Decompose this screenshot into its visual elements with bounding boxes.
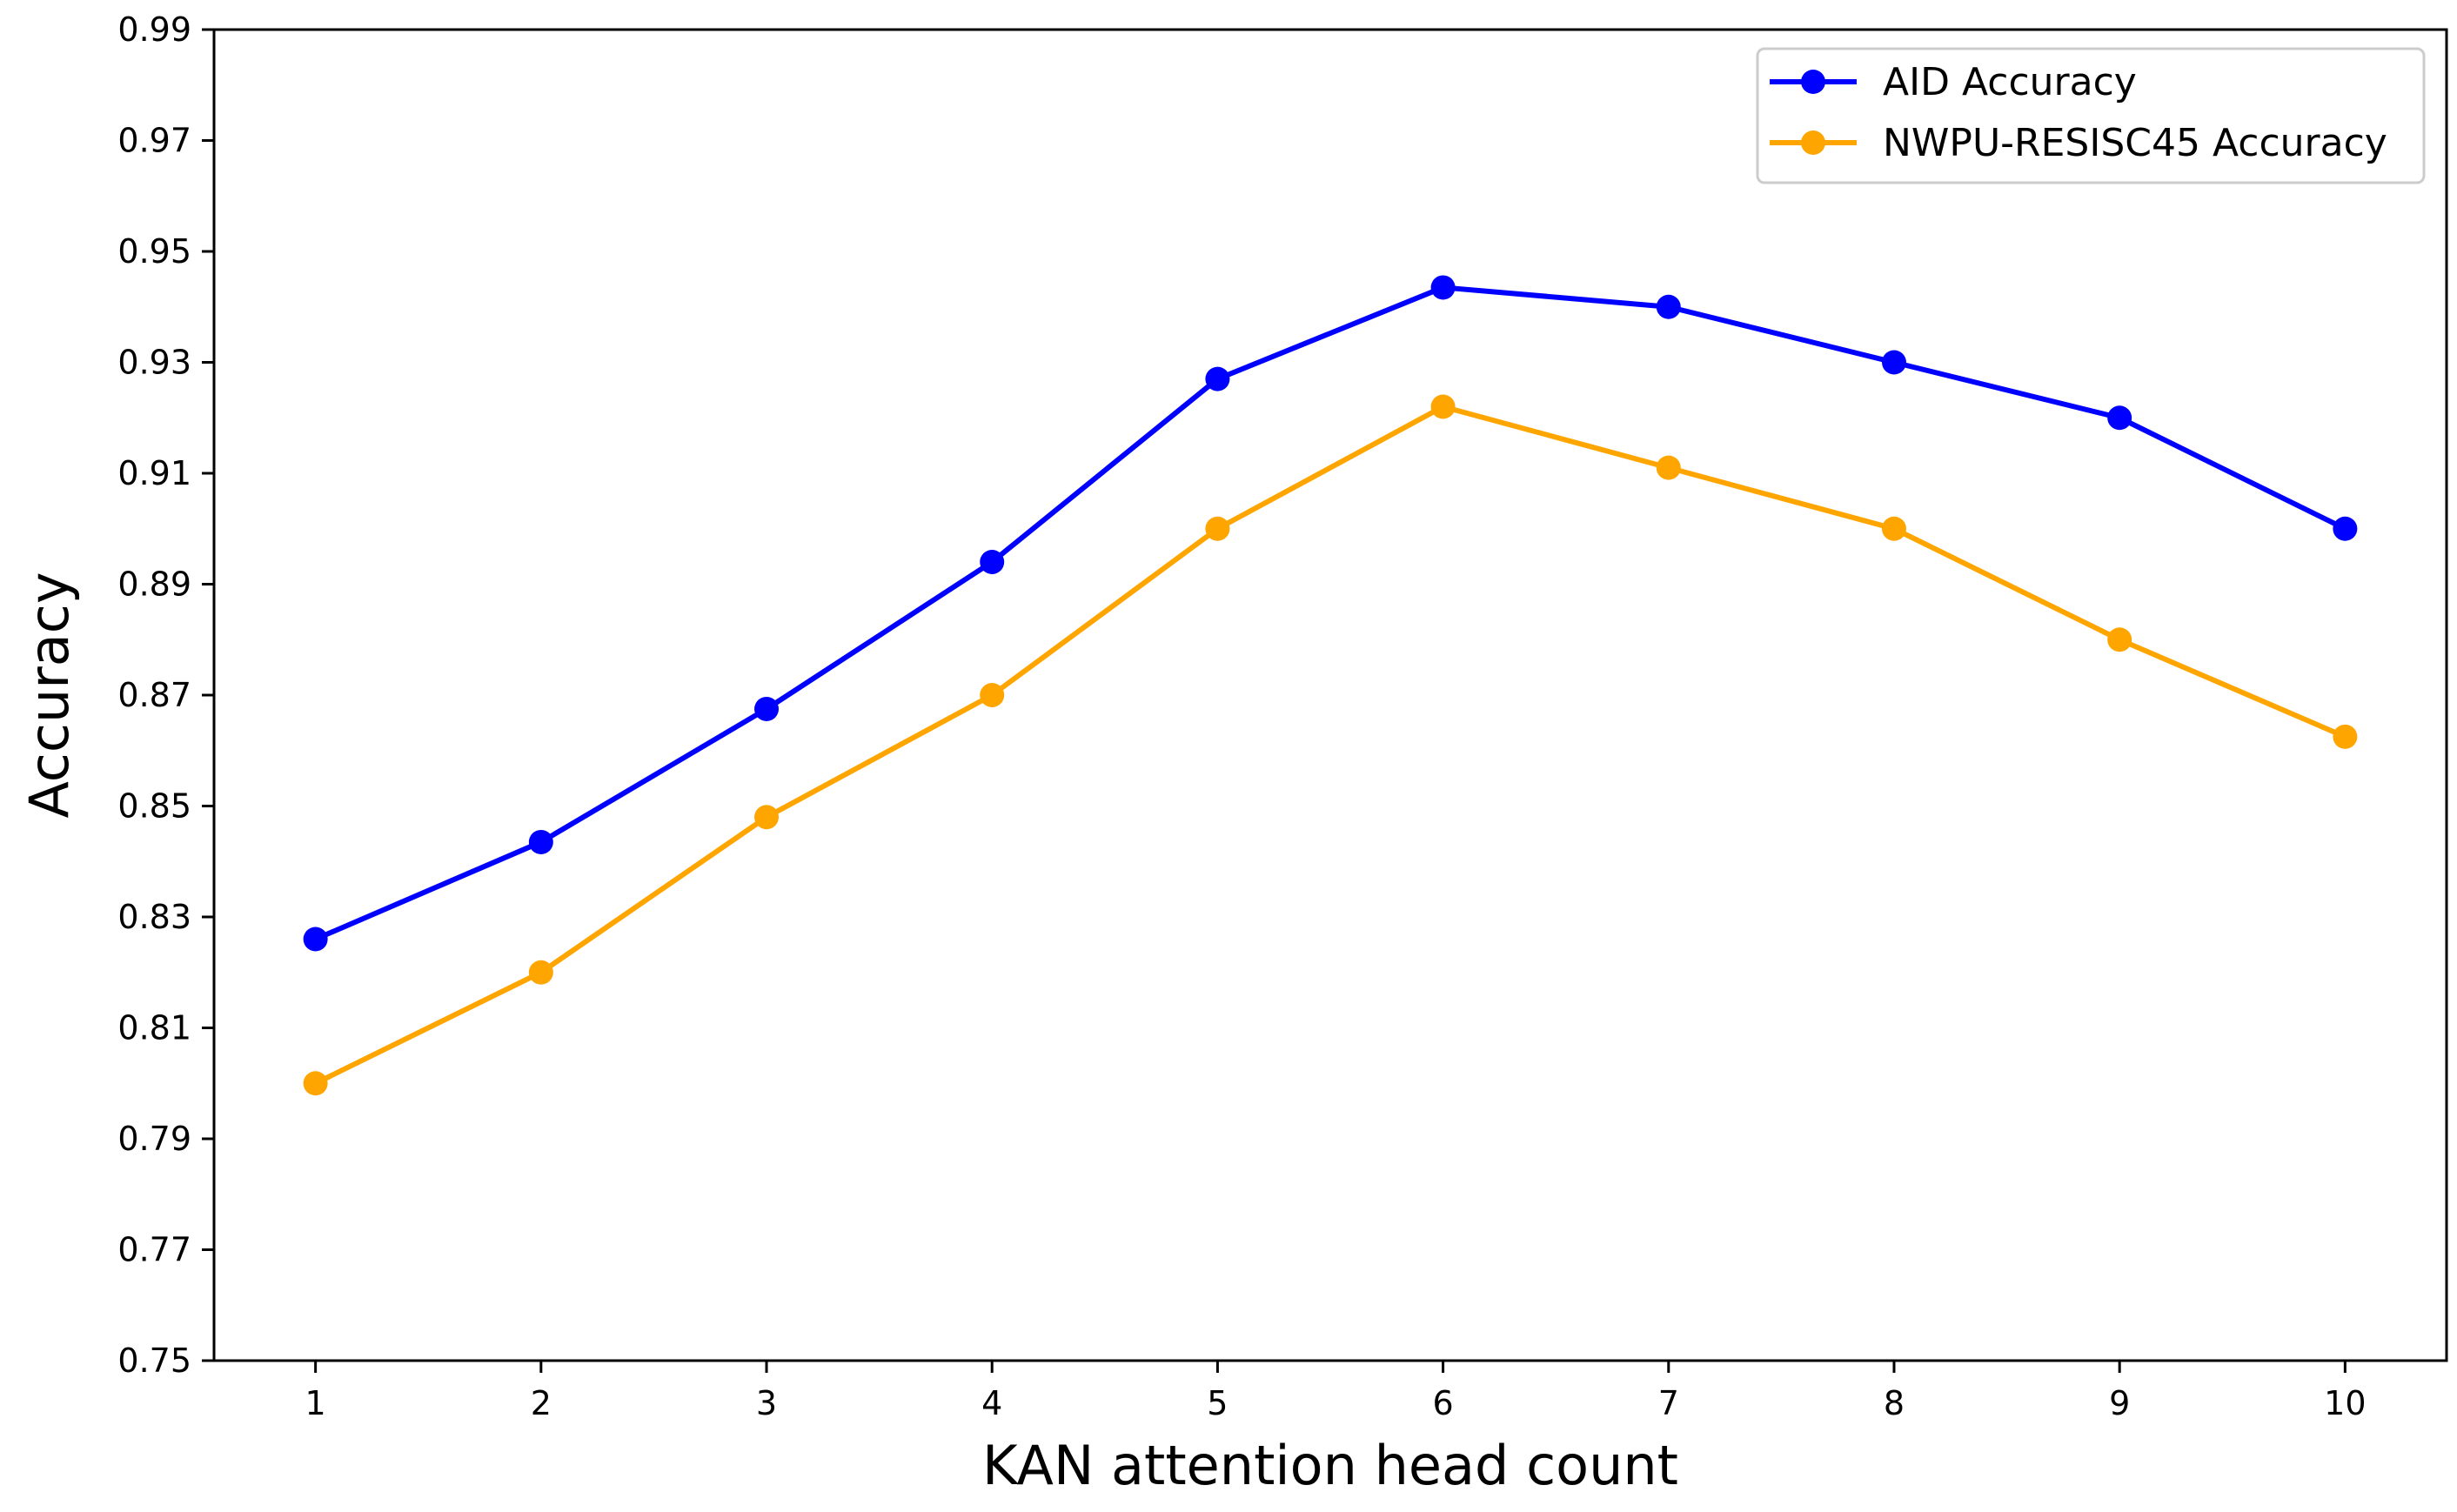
y-tick-label: 0.81 <box>117 1009 191 1047</box>
x-axis-title: KAN attention head count <box>982 1434 1678 1497</box>
data-point <box>1881 350 1906 375</box>
data-point <box>2107 405 2132 431</box>
x-tick-label: 4 <box>981 1384 1002 1422</box>
legend-marker <box>1801 70 1825 94</box>
x-tick-label: 6 <box>1433 1384 1454 1422</box>
data-point <box>528 960 553 985</box>
plot-area <box>212 28 2448 1362</box>
y-tick-label: 0.87 <box>117 676 191 714</box>
series-line <box>312 284 2348 942</box>
legend: AID Accuracy NWPU-RESISC45 Accuracy <box>1756 47 2426 184</box>
series-layer <box>303 275 2358 1096</box>
x-tick-label: 7 <box>1658 1384 1679 1422</box>
data-point <box>754 696 780 721</box>
data-point <box>980 550 1005 574</box>
legend-label: AID Accuracy <box>1883 60 2137 104</box>
legend-box <box>1756 47 2426 184</box>
x-tick-label: 10 <box>2324 1384 2366 1422</box>
data-point <box>2333 516 2358 541</box>
x-tick-label: 5 <box>1207 1384 1228 1422</box>
x-axis: 1 2 3 4 5 6 7 8 9 10 <box>305 1361 2367 1422</box>
y-tick-label: 0.85 <box>117 787 191 826</box>
y-tick-label: 0.79 <box>117 1120 191 1158</box>
y-tick-label: 0.83 <box>117 898 191 936</box>
y-tick-label: 0.95 <box>117 232 191 271</box>
series-line <box>312 404 2348 1087</box>
y-axis: 0.75 0.77 0.79 0.81 0.83 0.85 0.87 0.89 0.91 0.93… <box>117 10 214 1380</box>
data-point <box>1656 294 1681 319</box>
data-point <box>1205 516 1230 541</box>
data-point <box>1205 366 1230 391</box>
data-point <box>1656 455 1681 480</box>
y-tick-label: 0.97 <box>117 122 191 160</box>
y-tick-label: 0.75 <box>117 1341 191 1380</box>
x-tick-label: 1 <box>305 1384 326 1422</box>
data-point <box>303 927 328 952</box>
x-tick-label: 8 <box>1884 1384 1905 1422</box>
data-point <box>2107 627 2132 652</box>
y-tick-label: 0.99 <box>117 10 191 49</box>
y-tick-label: 0.91 <box>117 454 191 492</box>
y-axis-title: Accuracy <box>17 572 81 818</box>
data-point <box>1430 394 1456 419</box>
data-point <box>303 1071 328 1096</box>
data-point <box>1881 516 1906 541</box>
legend-label: NWPU-RESISC45 Accuracy <box>1883 121 2387 165</box>
x-tick-label: 2 <box>531 1384 552 1422</box>
y-tick-label: 0.93 <box>117 344 191 382</box>
legend-entry: NWPU-RESISC45 Accuracy <box>1770 121 2387 165</box>
data-point <box>980 683 1005 707</box>
data-point <box>528 829 553 854</box>
legend-entry: AID Accuracy <box>1770 60 2137 104</box>
series-aid <box>303 275 2358 952</box>
y-tick-label: 0.77 <box>117 1231 191 1269</box>
series-nwpu-resisc45 <box>303 394 2358 1096</box>
data-point <box>1430 275 1456 300</box>
legend-marker <box>1801 130 1825 155</box>
y-tick-label: 0.89 <box>117 565 191 604</box>
x-tick-label: 3 <box>756 1384 777 1422</box>
x-tick-label: 9 <box>2109 1384 2130 1422</box>
data-point <box>2333 724 2358 749</box>
data-point <box>754 805 780 830</box>
